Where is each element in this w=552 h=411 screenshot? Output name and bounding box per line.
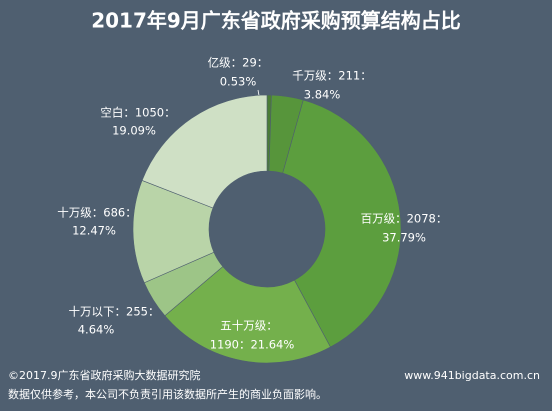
data-label: 十万以下：255： xyxy=(69,305,160,319)
data-label: 亿级：29： xyxy=(208,56,269,70)
data-label: 空白：1050： xyxy=(100,106,175,120)
data-label: 0.53% xyxy=(220,75,257,89)
data-label: 37.79% xyxy=(382,231,426,245)
data-label: 五十万级： xyxy=(220,319,278,333)
disclaimer: 数据仅供参考，本公司不负责引用该数据所产生的商业负面影响。 xyxy=(8,387,327,401)
data-label: 19.09% xyxy=(112,124,156,138)
data-label: 百万级：2078： xyxy=(361,212,448,226)
website: www.941bigdata.com.cn xyxy=(404,369,540,382)
slice xyxy=(164,266,331,364)
data-label: 千万级：211： xyxy=(292,69,371,83)
source: ©2017.9广东省政府采购大数据研究院 xyxy=(8,368,201,382)
chart-title: 2017年9月广东省政府采购预算结构占比 xyxy=(91,9,461,33)
data-label: 1190：21.64% xyxy=(210,338,295,352)
data-label: 十万级：686： xyxy=(57,206,136,220)
slice xyxy=(141,94,268,209)
data-label: 4.64% xyxy=(78,323,115,337)
data-label: 12.47% xyxy=(72,224,116,238)
slice xyxy=(282,99,402,348)
data-label: 3.84% xyxy=(304,88,341,102)
